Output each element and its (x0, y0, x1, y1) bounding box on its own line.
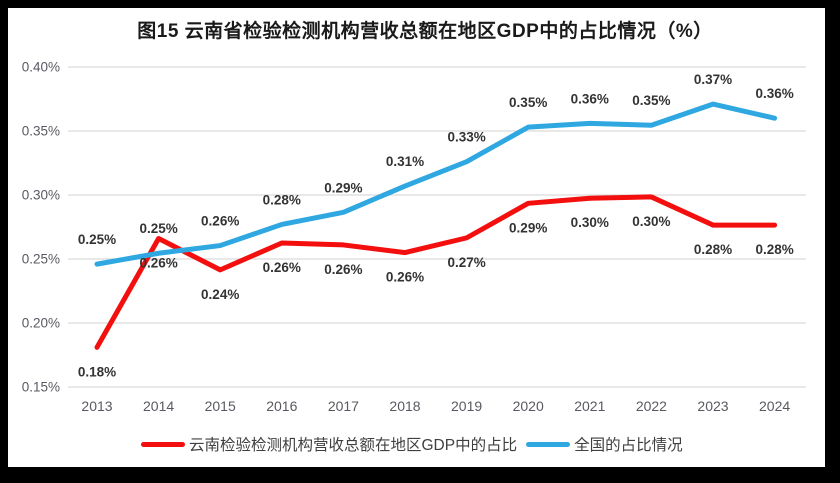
data-label-national: 0.25% (139, 221, 177, 236)
data-label-yunnan: 0.29% (509, 220, 547, 235)
y-axis-tick-label: 0.15% (22, 380, 60, 395)
data-label-yunnan: 0.27% (447, 255, 485, 270)
x-axis-tick-label: 2020 (513, 398, 544, 414)
y-axis-tick-label: 0.20% (22, 316, 60, 331)
data-label-national: 0.37% (694, 72, 732, 87)
data-label-yunnan: 0.30% (632, 214, 670, 229)
x-axis-tick-label: 2021 (574, 398, 605, 414)
x-axis-tick-label: 2016 (266, 398, 297, 414)
y-axis-tick-label: 0.25% (22, 252, 60, 267)
data-label-yunnan: 0.24% (201, 287, 239, 302)
data-label-yunnan: 0.26% (324, 262, 362, 277)
data-label-national: 0.25% (78, 232, 116, 247)
data-label-national: 0.28% (263, 192, 301, 207)
data-label-yunnan: 0.28% (694, 242, 732, 257)
x-axis-tick-label: 2014 (143, 398, 174, 414)
x-axis-tick-label: 2022 (636, 398, 667, 414)
data-label-yunnan: 0.18% (78, 364, 116, 379)
chart-page (8, 8, 825, 467)
legend-label-yunnan: 云南检验检测机构营收总额在地区GDP中的占比 (189, 437, 518, 454)
data-label-yunnan: 0.26% (386, 270, 424, 285)
data-label-yunnan: 0.26% (263, 260, 301, 275)
data-label-national: 0.35% (632, 93, 670, 108)
x-axis-tick-label: 2018 (389, 398, 420, 414)
data-label-national: 0.36% (755, 86, 793, 101)
chart-title: 图15 云南省检验检测机构营收总额在地区GDP中的占比情况（%） (137, 21, 713, 42)
y-axis-tick-label: 0.30% (22, 188, 60, 203)
data-label-national: 0.26% (201, 214, 239, 229)
data-label-national: 0.31% (386, 154, 424, 169)
data-label-yunnan: 0.26% (139, 256, 177, 271)
data-label-national: 0.29% (324, 180, 362, 195)
x-axis-tick-label: 2015 (205, 398, 236, 414)
legend-swatch-national-line (526, 441, 571, 447)
series-line-national (94, 101, 778, 267)
data-label-national: 0.36% (571, 91, 609, 106)
x-axis-tick-label: 2023 (697, 398, 728, 414)
x-axis-tick-label: 2017 (328, 398, 359, 414)
series-line-yunnan (94, 194, 778, 350)
y-axis-tick-label: 0.40% (22, 60, 60, 75)
data-label-yunnan: 0.30% (571, 215, 609, 230)
data-label-national: 0.35% (509, 95, 547, 110)
legend-swatch-yunnan-line (141, 441, 185, 447)
legend: 云南检验检测机构营收总额在地区GDP中的占比 全国的占比情况 (141, 433, 683, 455)
x-axis-tick-label: 2013 (81, 398, 112, 414)
x-axis-tick-label: 2019 (451, 398, 482, 414)
data-label-yunnan: 0.28% (755, 242, 793, 257)
x-axis-tick-label: 2024 (759, 398, 790, 414)
legend-label-national: 全国的占比情况 (574, 437, 683, 454)
data-label-national: 0.33% (447, 130, 485, 145)
y-axis-tick-label: 0.35% (22, 124, 60, 139)
